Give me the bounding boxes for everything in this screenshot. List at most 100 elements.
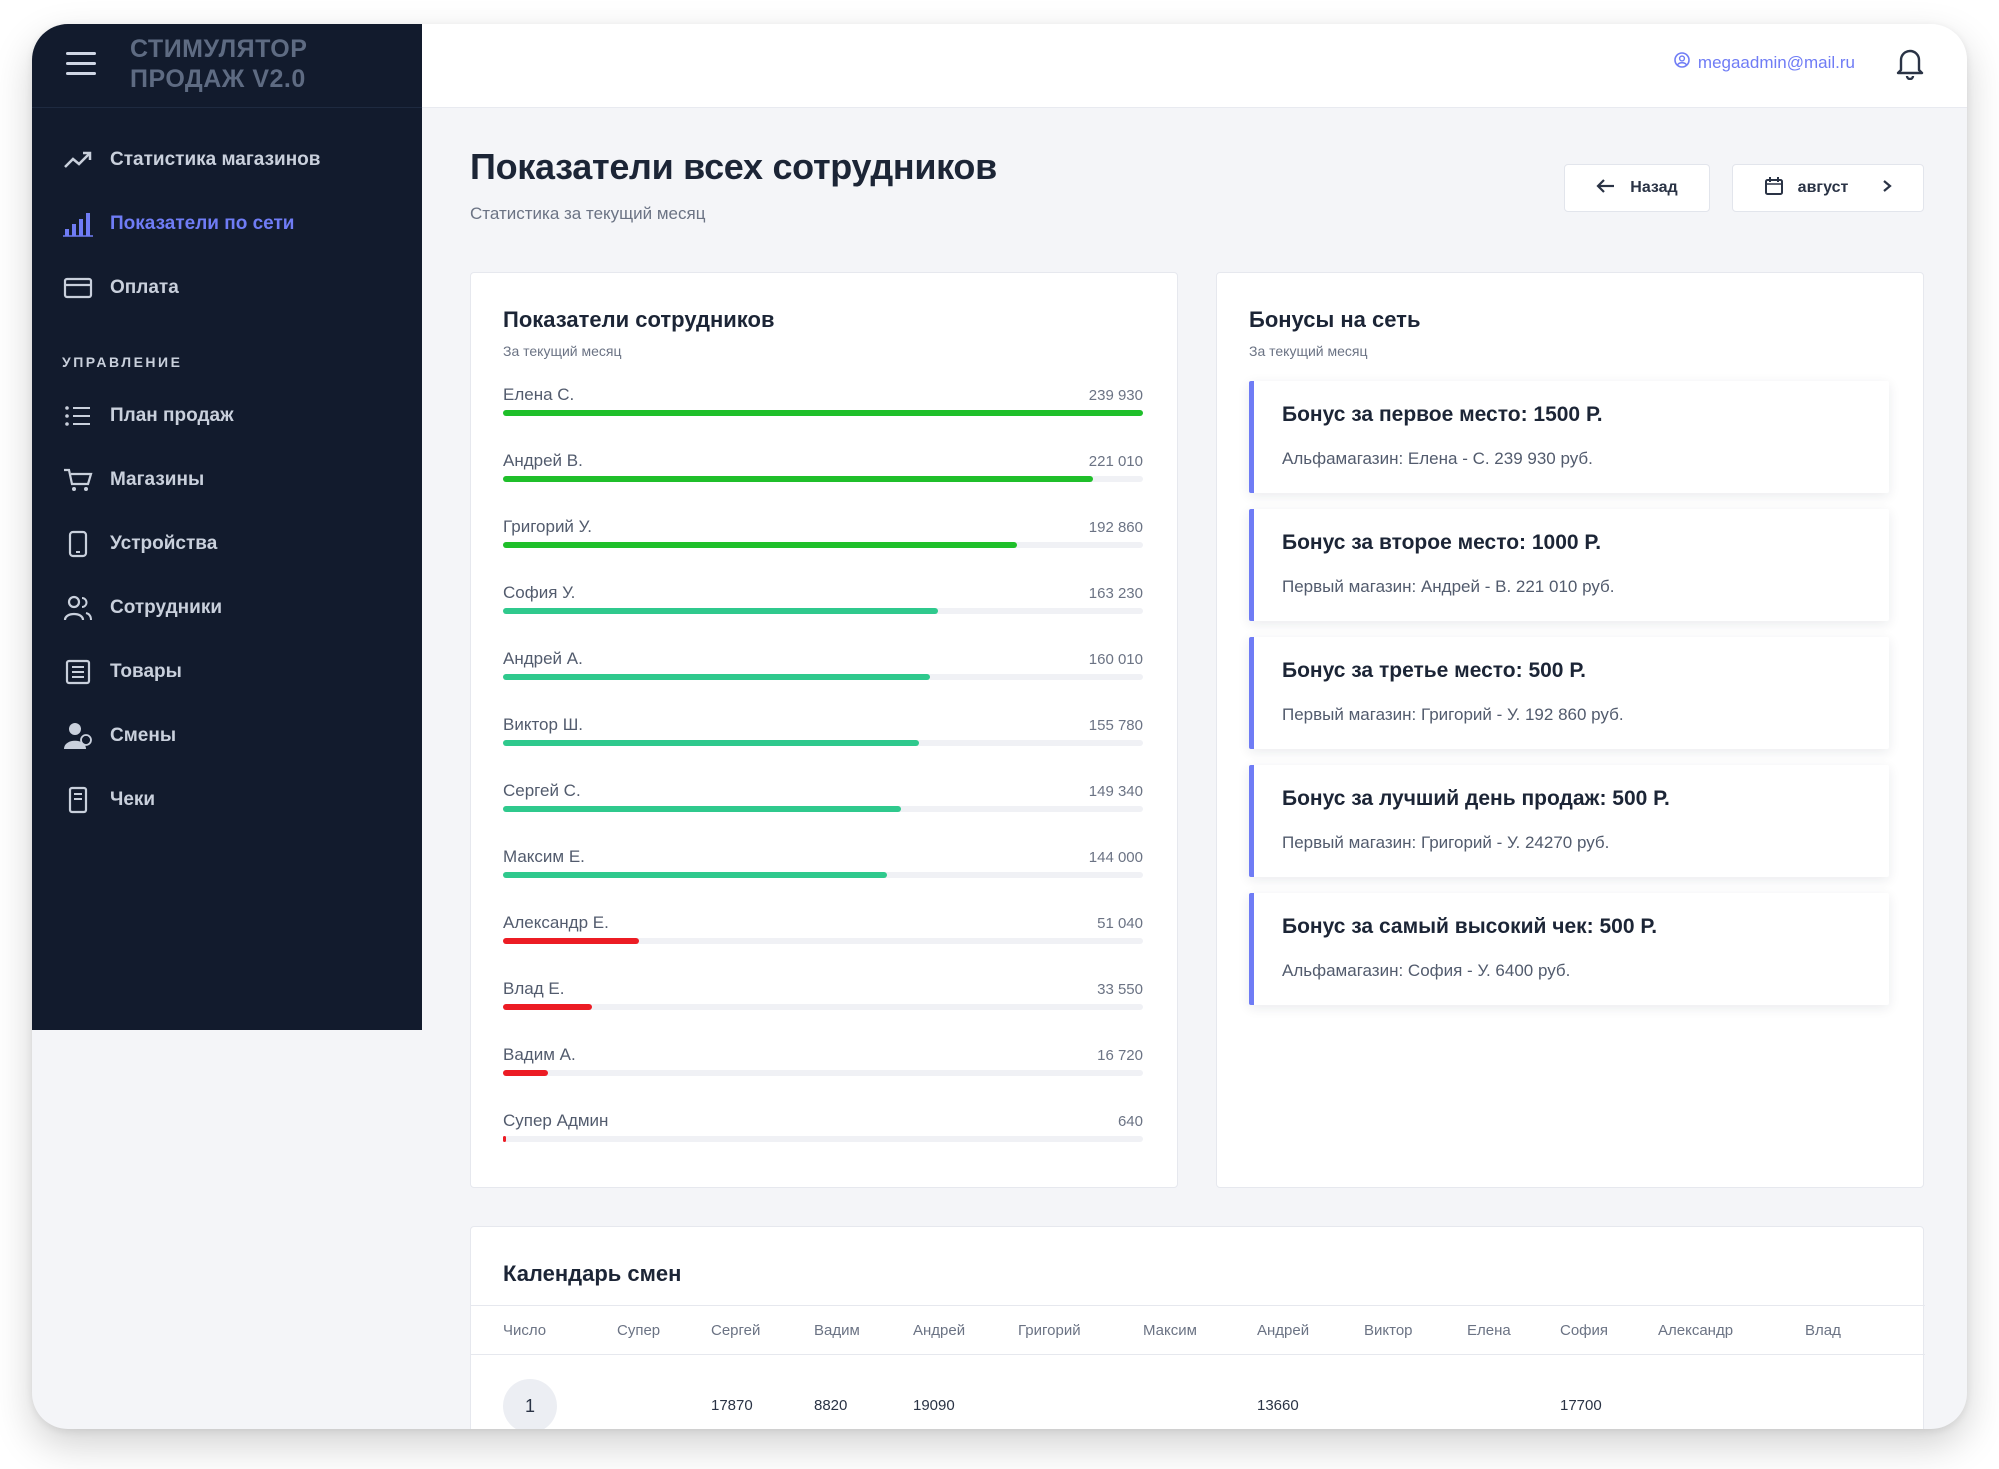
calendar-icon [1764,176,1784,201]
bonus-description: Первый магазин: Андрей - В. 221 010 руб. [1282,577,1615,596]
bonus-card-title: Бонусы на сеть [1249,307,1421,332]
employee-value: 33 550 [1097,981,1143,998]
sidebar-item-label: Чеки [110,789,156,810]
wallet-icon [62,272,94,304]
progress-track [503,410,1143,416]
sidebar-item-network-stats[interactable]: Показатели по сети [32,192,422,256]
sidebar-item-shifts[interactable]: Смены [32,704,422,768]
employee-name: Григорий У. [503,517,592,536]
sidebar-item-label: Товары [110,661,182,682]
calendar-cell: 17700 [1560,1397,1602,1414]
employee-value: 149 340 [1088,783,1143,800]
sidebar-item-employees[interactable]: Сотрудники [32,576,422,640]
employee-name: Вадим А. [503,1045,576,1064]
progress-fill [503,674,930,680]
app-window: СТИМУЛЯТОР ПРОДАЖ V2.0 Статистика магази… [32,24,1967,1429]
progress-fill [503,476,1093,482]
bar-chart-icon [62,208,94,240]
arrow-left-icon [1596,178,1616,199]
calendar-column-header: Влад [1805,1322,1841,1339]
back-button-label: Назад [1630,179,1678,196]
day-badge[interactable]: 1 [503,1379,557,1429]
sidebar: СТИМУЛЯТОР ПРОДАЖ V2.0 Статистика магази… [32,24,422,1030]
progress-fill [503,806,902,812]
menu-icon[interactable] [66,52,96,76]
bonus-description: Первый магазин: Григорий - У. 24270 руб. [1282,833,1610,852]
employee-name: Влад Е. [503,979,565,998]
bonus-title: Бонус за второе место: 1000 Р. [1282,531,1602,554]
employee-name: София У. [503,583,576,602]
bonus-item: Бонус за третье место: 500 Р. Первый мага… [1249,637,1889,749]
employee-name: Сергей С. [503,781,581,800]
sidebar-item-label: Сотрудники [110,597,223,618]
bonus-item: Бонус за первое место: 1500 Р. Альфамагаз… [1249,381,1889,493]
employee-row: Андрей В. 221 010 [503,451,1143,517]
calendar-column-header: Число [503,1322,547,1339]
employee-value: 155 780 [1088,717,1143,734]
calendar-row: 1 17870 8820 19090 13660 17700 [471,1355,1925,1429]
calendar-column-header: Виктор [1364,1322,1413,1339]
employee-value: 192 860 [1088,519,1143,536]
progress-fill [503,938,640,944]
bonus-item: Бонус за самый высокий чек: 500 Р. Альфам… [1249,893,1889,1005]
sidebar-item-payment[interactable]: Оплата [32,256,422,320]
progress-track [503,1004,1143,1010]
employee-row: Елена С. 239 930 [503,385,1143,451]
sidebar-item-label: Оплата [110,277,179,298]
calendar-column-header: Григорий [1018,1322,1081,1339]
sidebar-item-label: Устройства [110,533,218,554]
bonus-card-subtitle: За текущий месяц [1249,343,1368,359]
sidebar-item-label: Смены [110,725,177,746]
bonus-card: Бонусы на сеть За текущий месяц Бонус за… [1216,272,1924,1188]
sidebar-item-devices[interactable]: Устройства [32,512,422,576]
progress-fill [503,1070,548,1076]
sidebar-item-store-stats[interactable]: Статистика магазинов [32,128,422,192]
employees-list: Елена С. 239 930 Андрей В. 221 010 Григорий … [503,385,1143,1177]
bell-icon[interactable] [1895,46,1927,82]
sidebar-item-stores[interactable]: Магазины [32,448,422,512]
user-account[interactable]: megaadmin@mail.ru [1674,52,1855,73]
progress-track [503,806,1143,812]
employee-row: Вадим А. 16 720 [503,1045,1143,1111]
sidebar-item-receipts[interactable]: Чеки [32,768,422,832]
bonus-item: Бонус за второе место: 1000 Р. Первый маг… [1249,509,1889,621]
calendar-cell: 19090 [913,1397,955,1414]
sidebar-item-label: План продаж [110,405,234,426]
calendar-column-header: Максим [1143,1322,1197,1339]
employee-name: Супер Админ [503,1111,609,1130]
bonus-title: Бонус за самый высокий чек: 500 Р. [1282,915,1658,938]
sidebar-item-goods[interactable]: Товары [32,640,422,704]
month-picker-button[interactable]: август [1732,164,1924,212]
page-subtitle: Статистика за текущий месяц [470,204,706,223]
user-email: megaadmin@mail.ru [1697,52,1855,72]
calendar-column-header: Андрей [913,1322,966,1339]
progress-track [503,1070,1143,1076]
calendar-cell: 17870 [711,1397,753,1414]
employee-value: 640 [1117,1113,1143,1130]
page-title: Показатели всех сотрудников [470,146,997,187]
user-icon [1674,52,1690,73]
employee-row: Андрей А. 160 010 [503,649,1143,715]
bonus-title: Бонус за третье место: 500 Р. [1282,659,1587,682]
calendar-column-header: Андрей [1257,1322,1310,1339]
calendar-column-header: Александр [1658,1322,1734,1339]
sidebar-section-title: УПРАВЛЕНИЕ [62,354,183,370]
sidebar-item-label: Статистика магазинов [110,149,321,170]
progress-fill [503,1004,593,1010]
progress-fill [503,542,1018,548]
back-button[interactable]: Назад [1564,164,1710,212]
person-icon [62,720,94,752]
bonus-description: Альфамагазин: София - У. 6400 руб. [1282,961,1571,980]
sidebar-item-label: Магазины [110,469,205,490]
employee-name: Андрей А. [503,649,583,668]
employee-row: Максим Е. 144 000 [503,847,1143,913]
employee-name: Елена С. [503,385,575,404]
cart-icon [62,464,94,496]
bonus-title: Бонус за первое место: 1500 Р. [1282,403,1603,426]
calendar-column-header: София [1560,1322,1609,1339]
progress-track [503,674,1143,680]
sidebar-item-sales-plan[interactable]: План продаж [32,384,422,448]
bonus-list: Бонус за первое место: 1500 Р. Альфамагаз… [1249,381,1889,1021]
progress-track [503,1136,1143,1142]
sidebar-nav: Статистика магазинов Показатели по сети … [32,128,422,832]
